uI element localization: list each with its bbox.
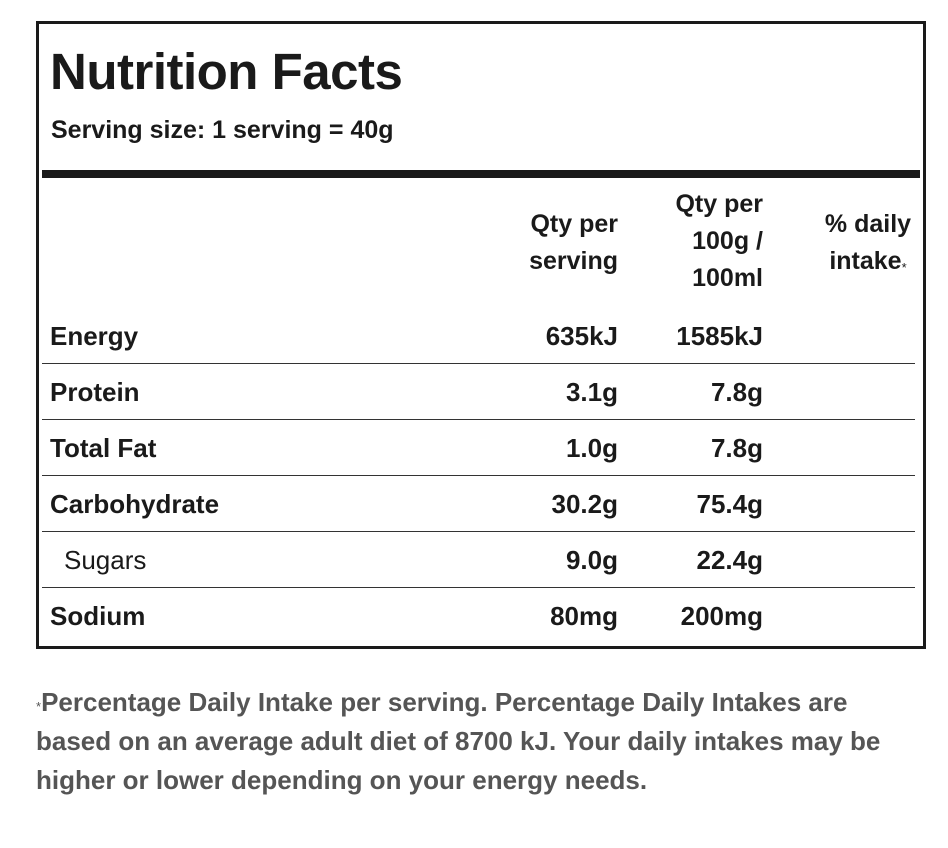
nutrient-row: Carbohydrate 30.2g 75.4g	[39, 476, 923, 532]
header-qty-per-serving-line1: Qty per	[530, 210, 618, 238]
row-divider	[42, 531, 915, 532]
qty-per-100g-value: 75.4g	[696, 489, 764, 519]
nutrient-row: Total Fat 1.0g 7.8g	[39, 420, 923, 476]
qty-per-serving-value: 635kJ	[545, 321, 618, 351]
asterisk-mark: *	[901, 260, 907, 275]
row-divider	[42, 363, 915, 364]
header-qty-per-100g-line1: Qty per	[675, 190, 763, 218]
header-qty-per-100g-line3: 100ml	[692, 264, 763, 292]
qty-per-100g-value: 200mg	[680, 601, 763, 631]
nutrient-label: Energy	[50, 321, 139, 351]
nutrient-label: Protein	[50, 377, 140, 407]
header-qty-per-100g: Qty per 100g / 100ml	[675, 186, 763, 297]
header-daily-intake: % daily intake*	[807, 206, 929, 280]
thick-divider	[42, 170, 920, 178]
nutrition-panel: Nutrition Facts Serving size: 1 serving …	[36, 21, 926, 649]
nutrient-row: Sodium 80mg 200mg	[39, 588, 923, 644]
qty-per-serving-value: 3.1g	[565, 377, 618, 407]
qty-per-serving-value: 1.0g	[565, 433, 618, 463]
qty-per-100g-value: 7.8g	[710, 377, 763, 407]
header-daily-intake-text: intake	[829, 247, 902, 275]
nutrient-label: Total Fat	[50, 433, 157, 463]
panel-title: Nutrition Facts	[50, 43, 403, 100]
qty-per-100g-value: 22.4g	[696, 545, 764, 575]
header-qty-per-serving: Qty per serving	[529, 206, 618, 280]
nutrient-label: Sugars	[64, 545, 147, 575]
nutrient-row: Protein 3.1g 7.8g	[39, 364, 923, 420]
footnote: *Percentage Daily Intake per serving. Pe…	[36, 683, 926, 800]
nutrient-row: Sugars 9.0g 22.4g	[39, 532, 923, 588]
qty-per-100g-value: 1585kJ	[676, 321, 763, 351]
header-qty-per-100g-line2: 100g /	[692, 227, 763, 255]
footnote-asterisk: *	[36, 699, 42, 714]
header-daily-intake-line2: intake*	[807, 243, 929, 280]
footnote-text: Percentage Daily Intake per serving. Per…	[36, 687, 881, 795]
row-divider	[42, 587, 915, 588]
qty-per-100g-value: 7.8g	[710, 433, 763, 463]
row-divider	[42, 475, 915, 476]
nutrient-row: Energy 635kJ 1585kJ	[39, 308, 923, 364]
qty-per-serving-value: 80mg	[550, 601, 618, 631]
nutrient-label: Sodium	[50, 601, 146, 631]
header-qty-per-serving-line2: serving	[529, 247, 618, 275]
qty-per-serving-value: 30.2g	[551, 489, 619, 519]
header-daily-intake-line1: % daily	[824, 210, 912, 238]
nutrient-label: Carbohydrate	[50, 489, 220, 519]
qty-per-serving-value: 9.0g	[565, 545, 618, 575]
row-divider	[42, 419, 915, 420]
serving-size: Serving size: 1 serving = 40g	[51, 116, 394, 144]
